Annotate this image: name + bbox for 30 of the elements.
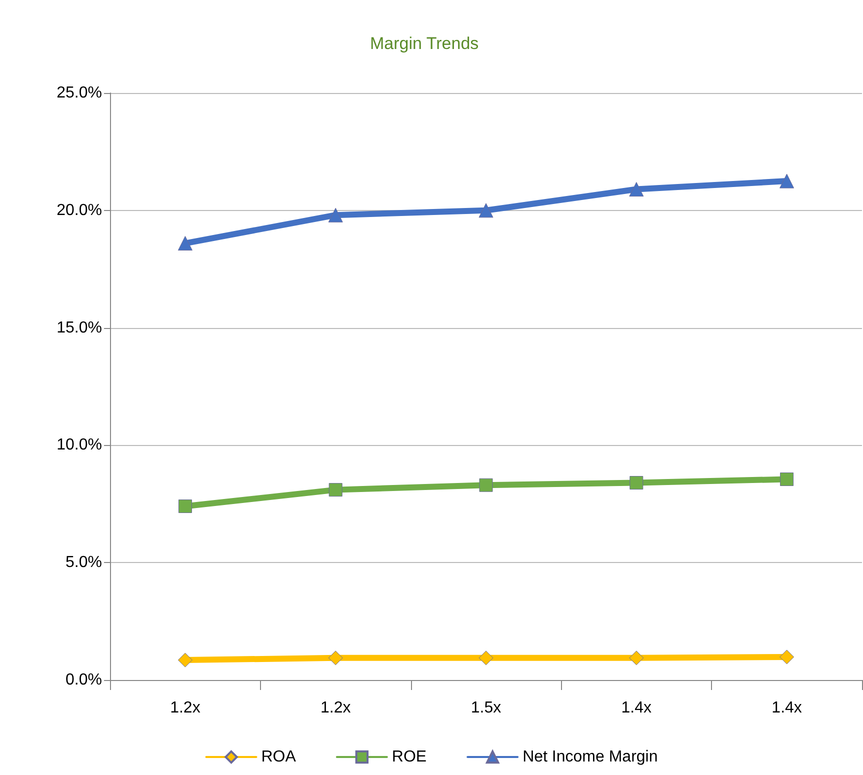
point [178, 236, 192, 251]
point [328, 208, 343, 222]
point [780, 174, 794, 188]
point [629, 182, 644, 197]
point [630, 476, 644, 490]
chart-title: Margin Trends [370, 34, 479, 53]
legend-label: ROE [392, 748, 427, 766]
y-tick-label: 20.0% [56, 202, 102, 219]
y-tick-label: 15.0% [56, 319, 102, 336]
point [178, 652, 192, 668]
legend-label: ROA [261, 748, 296, 766]
x-tick-label: 1.5x [470, 700, 502, 716]
y-tick-label: 0.0% [66, 672, 102, 688]
point [478, 650, 494, 666]
point [629, 650, 644, 666]
x-tick-label: 1.2x [170, 700, 200, 716]
y-tick-label: 5.0% [66, 554, 102, 572]
point [780, 472, 794, 486]
x-tick-label: 1.4x [772, 700, 802, 716]
point [780, 650, 794, 664]
point [178, 500, 192, 513]
y-tick-label: 25.0% [56, 84, 102, 102]
y-tick-label: 10.0% [56, 436, 102, 454]
point [328, 650, 343, 666]
legend-label: Net Income Margin [522, 748, 658, 766]
point [479, 478, 493, 492]
x-tick-label: 1.2x [320, 700, 351, 716]
point [328, 483, 342, 497]
point [478, 203, 494, 218]
x-tick-label: 1.4x [621, 700, 652, 716]
